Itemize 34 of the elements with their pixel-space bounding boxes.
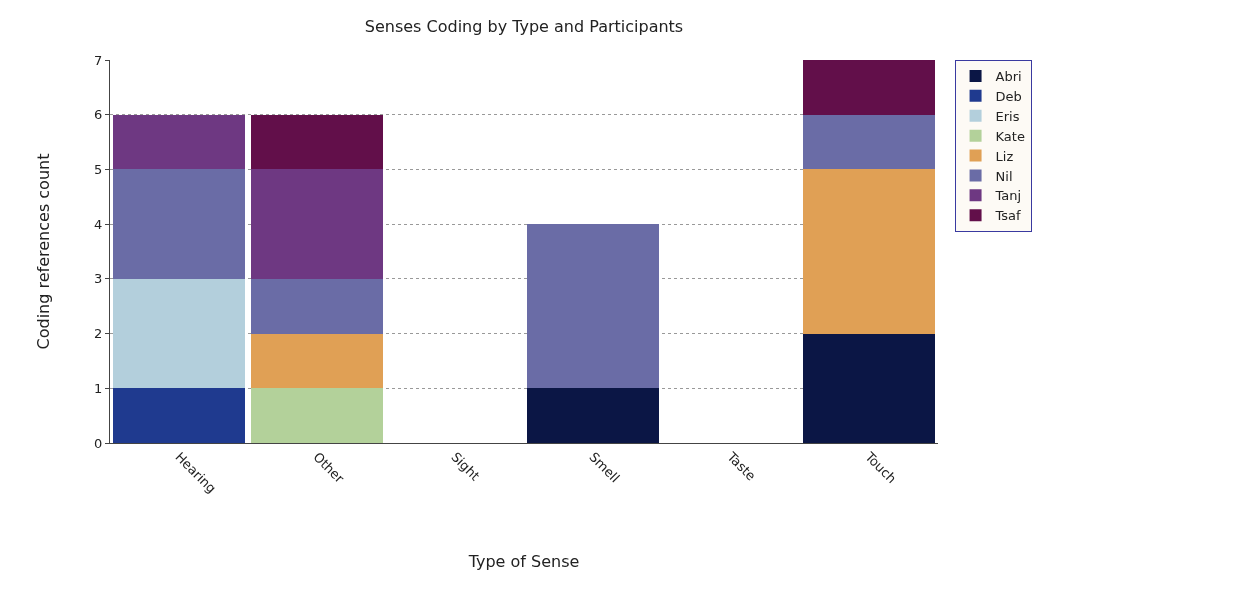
chart-title: Senses Coding by Type and Participants [364,16,684,36]
legend-label: Nil [995,168,1013,184]
y-tick-label: 5 [94,161,103,177]
bar [250,333,384,389]
y-tick-label: 2 [94,326,103,342]
legend-label: Kate [995,128,1025,144]
x-axis-title: Type of Sense [467,551,580,571]
y-tick-label: 3 [94,271,103,287]
y-tick-label: 4 [94,216,103,232]
bar [112,278,246,389]
bar [250,278,384,334]
bar [250,388,384,443]
bar [802,60,936,115]
legend-label: Abri [995,69,1022,85]
bar [112,169,246,279]
y-tick-label: 6 [94,107,103,123]
bar [802,169,936,334]
bar [526,224,660,389]
y-tick-label: 0 [94,435,103,451]
bar [112,388,246,443]
bar [250,169,384,279]
y-tick-label: 1 [94,380,103,396]
legend-label: Deb [995,88,1022,104]
legend-label: Liz [995,148,1014,164]
bar [112,114,246,170]
legend-label: Tanj [994,188,1022,204]
y-tick-label: 7 [94,52,103,68]
legend-label: Tsaf [994,208,1022,224]
y-axis-title: Coding references count [34,153,54,350]
bar [802,333,936,443]
legend-label: Eris [995,108,1020,124]
bar [526,388,660,443]
bar [802,114,936,170]
bar [250,114,384,170]
